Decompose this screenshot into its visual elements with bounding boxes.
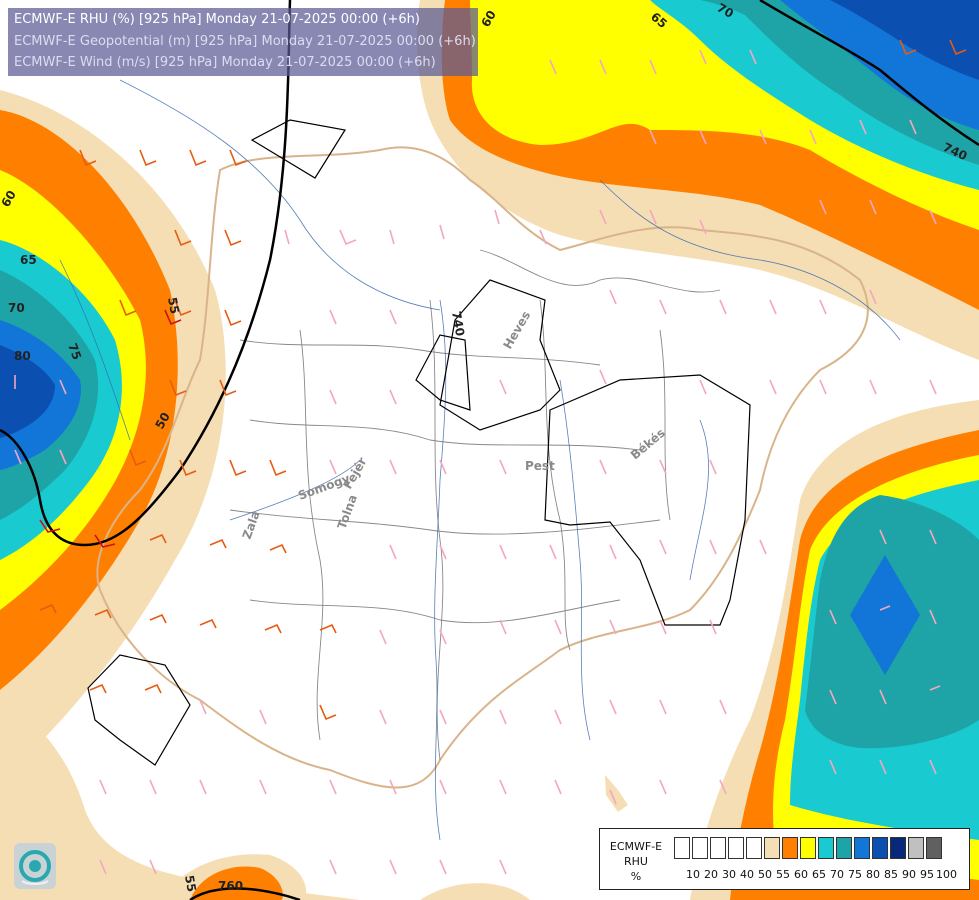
- legend-swatch: [692, 837, 708, 859]
- legend-ticks: 10 20 30 40 50 55 60 65 70 75 80 85 90 95 100: [684, 868, 957, 881]
- title-geopotential: ECMWF-E Geopotential (m) [925 hPa] Monda…: [14, 34, 476, 49]
- wind-barbs: [14, 39, 967, 875]
- region-label-pest: Pest: [525, 459, 555, 473]
- rhu-contour-label: 70: [8, 301, 25, 315]
- rhu-contour-label: 55: [165, 296, 182, 315]
- legend-swatch: [764, 837, 780, 859]
- legend-swatch: [818, 837, 834, 859]
- rhu-field-west: [0, 90, 226, 780]
- legend-tick-label: 100: [936, 868, 957, 881]
- legend-swatch: [710, 837, 726, 859]
- rhu-field-south: [0, 700, 628, 900]
- legend-tick-label: 40: [740, 868, 754, 881]
- legend-title-line: %: [630, 870, 642, 883]
- provider-logo: [14, 843, 56, 889]
- legend-swatch: [782, 837, 798, 859]
- legend-swatch: [872, 837, 888, 859]
- legend-swatch: [800, 837, 816, 859]
- legend-title-line: RHU: [624, 855, 648, 868]
- legend-swatch: [890, 837, 906, 859]
- legend-swatch: [728, 837, 744, 859]
- legend-tick-label: 85: [884, 868, 898, 881]
- rhu-contour-label: 65: [20, 253, 37, 267]
- rhu-contour-label: 80: [14, 349, 31, 363]
- legend-title: ECMWF-E RHU %: [604, 839, 668, 884]
- legend-tick-label: 55: [776, 868, 790, 881]
- legend-swatch: [908, 837, 924, 859]
- legend-tick-label: 75: [848, 868, 862, 881]
- map-title-box: ECMWF-E RHU (%) [925 hPa] Monday 21-07-2…: [8, 8, 478, 76]
- title-rhu: ECMWF-E RHU (%) [925 hPa] Monday 21-07-2…: [14, 12, 420, 27]
- rhu-contour-label: 55: [182, 874, 199, 893]
- legend-tick-label: 50: [758, 868, 772, 881]
- rivers: [59, 79, 901, 841]
- geopotential-label: 740: [449, 310, 467, 337]
- legend-tick-label: 10: [686, 868, 700, 881]
- legend-swatch: [746, 837, 762, 859]
- title-wind: ECMWF-E Wind (m/s) [925 hPa] Monday 21-0…: [14, 55, 436, 70]
- color-legend: ECMWF-E RHU % 10 20 30 40 50 55 60 65 70 75 80 85 90…: [599, 828, 970, 890]
- legend-swatch: [854, 837, 870, 859]
- legend-title-line: ECMWF-E: [609, 840, 663, 853]
- legend-tick-label: 65: [812, 868, 826, 881]
- legend-swatch: [674, 837, 690, 859]
- legend-swatches: [674, 837, 944, 859]
- legend-tick-label: 30: [722, 868, 736, 881]
- legend-tick-label: 20: [704, 868, 718, 881]
- legend-tick-label: 80: [866, 868, 880, 881]
- rhu-field-north: [417, 0, 979, 360]
- geopotential-label: 760: [218, 879, 243, 893]
- outline-shapes: [87, 119, 751, 766]
- rhu-contour-label: 75: [65, 341, 84, 361]
- legend-tick-label: 95: [920, 868, 934, 881]
- legend-tick-label: 60: [794, 868, 808, 881]
- legend-tick-label: 90: [902, 868, 916, 881]
- rhu-field-east: [690, 400, 979, 900]
- county-boundaries: [229, 249, 721, 761]
- legend-swatch: [926, 837, 942, 859]
- legend-tick-label: 70: [830, 868, 844, 881]
- legend-swatch: [836, 837, 852, 859]
